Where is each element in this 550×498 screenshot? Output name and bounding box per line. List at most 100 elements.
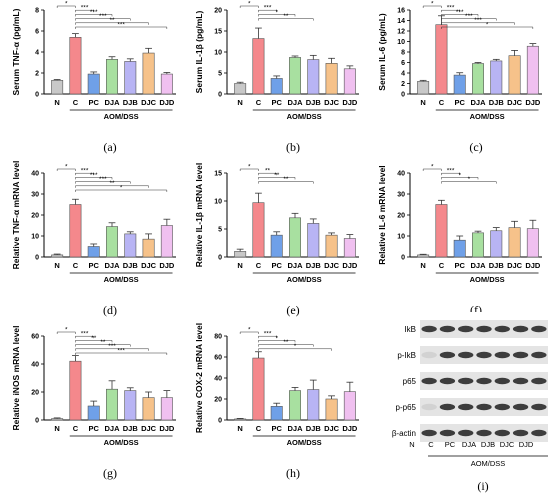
y-tick-label: 15 [214,171,222,178]
bar [307,59,320,95]
group-label: AOM/DSS [287,112,322,121]
group-label: AOM/DSS [104,275,139,284]
blot-band [494,403,510,411]
x-tick-label: DJC [324,261,340,270]
panel-letter-b: (b) [286,140,300,154]
blot-group-label: AOM/DSS [471,459,506,468]
y-tick-label: 6 [35,29,39,36]
significance-label: * [248,0,251,7]
y-axis-label: Relative COX-2 mRNA level [194,323,204,433]
blot-band [458,377,474,385]
blot-category-label: DJB [481,440,495,449]
significance-label: *** [90,172,98,179]
bar [343,238,356,258]
blot-category-label: N [409,440,414,449]
blot-row-label: IkB [404,325,416,334]
blot-band [512,377,529,385]
y-tick-label: 40 [397,171,405,178]
group-label: AOM/DSS [104,438,139,447]
y-tick-label: 10 [214,199,222,206]
x-tick-label: DJA [470,261,486,270]
bar [51,254,64,258]
blot-row-label: p-p65 [396,403,417,412]
significance-label: ** [283,13,289,20]
x-tick-label: DJA [287,261,303,270]
chart-b: 0 5 10 15 20 Serum IL-1β (pg/mL) N C PC DJA DJB DJC… [194,0,359,154]
x-tick-label: DJA [104,424,120,433]
x-tick-label: DJD [342,424,358,433]
x-tick-label: DJC [141,424,157,433]
x-tick-label: PC [272,98,283,107]
panel-letter-a: (a) [103,140,116,154]
x-tick-label: PC [89,261,100,270]
x-tick-label: C [256,98,262,107]
y-tick-label: 0 [218,255,222,262]
x-tick-label: DJD [525,261,541,270]
chart-d: 0 10 20 30 40 Relative TNF-α mRNA level N C PC DJ… [11,161,176,317]
bar [526,228,539,258]
significance-label: * [486,21,489,28]
bar [435,24,448,95]
bar [106,388,118,421]
y-axis-label: Serum IL-6 (pg/mL) [377,13,387,91]
x-tick-label: DJC [324,424,340,433]
x-tick-label: DJA [287,424,303,433]
x-tick-label: DJD [342,98,358,107]
significance-label: *** [264,5,272,12]
bar [51,80,64,95]
blot-category-label: DJC [500,440,515,449]
y-tick-label: 16 [397,8,405,15]
y-tick-label: 0 [401,92,405,99]
bar [142,397,155,421]
bar [270,78,283,95]
bar [526,45,539,95]
bar [160,397,173,421]
y-axis-label: Relative IL-6 mRNA level [377,165,387,264]
significance-label: * [275,335,278,342]
bar [252,357,265,421]
blot-band [458,429,474,437]
blot-band [439,351,456,359]
bar [453,74,466,95]
x-tick-label: DJA [104,98,120,107]
blot-band [512,403,529,411]
significance-label: *** [99,13,107,20]
y-tick-label: 6 [401,60,405,67]
bar [307,389,320,421]
bar [325,63,338,95]
bar [435,204,448,258]
blot-band [458,403,474,411]
blot-band [494,351,510,359]
x-tick-label: N [54,424,59,433]
group-label: AOM/DSS [104,112,139,121]
y-tick-label: 0 [401,255,405,262]
significance-label: ** [109,180,115,187]
bar [87,73,100,95]
y-tick-label: 8 [35,8,39,15]
y-tick-label: 30 [31,192,39,199]
significance-label: * [431,0,434,7]
x-tick-label: DJB [306,424,322,433]
y-tick-label: 40 [214,376,222,383]
bar [142,238,155,258]
y-tick-label: 15 [214,29,222,36]
blot-category-label: DJA [462,440,476,449]
bar [307,223,320,258]
blot-band [476,429,492,437]
bar [325,398,338,421]
bar [234,251,247,258]
y-tick-label: 20 [214,397,222,404]
significance-label: * [120,184,123,191]
group-label: AOM/DSS [470,275,505,284]
y-tick-label: 5 [218,227,222,234]
significance-label: ** [100,339,106,346]
blot-band [439,429,456,437]
blot-bands [420,320,548,442]
bar [417,81,430,95]
blot-band [421,429,437,437]
blot-band [494,377,510,385]
significance-label: *** [81,168,89,175]
significance-label: ** [109,17,115,24]
blot-band [458,351,474,359]
y-tick-label: 2 [401,81,405,88]
